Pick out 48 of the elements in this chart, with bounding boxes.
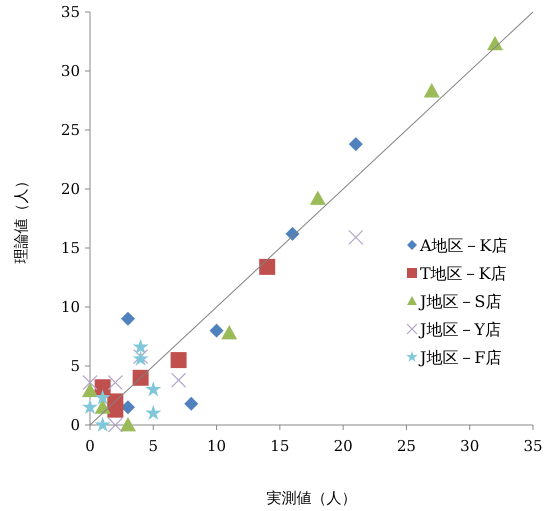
- y-tick-label: 5: [70, 357, 80, 375]
- point: [82, 382, 98, 398]
- point: [487, 36, 504, 50]
- x-axis-title: 実測値（人）: [266, 489, 356, 507]
- point: [259, 258, 276, 275]
- legend-label: J地区－S店: [418, 292, 502, 311]
- x-tick-label: 30: [460, 437, 480, 455]
- point: [348, 137, 363, 152]
- y-tick-label: 20: [60, 180, 80, 198]
- y-tick-label: 25: [60, 121, 80, 139]
- y-axis-title: 理論値（人）: [12, 174, 30, 264]
- point: [170, 352, 187, 368]
- point: [108, 417, 123, 433]
- point: [132, 338, 149, 354]
- y-tick-label: 30: [60, 62, 80, 80]
- point: [210, 324, 224, 338]
- point: [132, 370, 149, 386]
- point: [82, 398, 98, 414]
- point: [184, 396, 198, 411]
- point: [145, 381, 162, 396]
- legend-label: J地区－F店: [418, 348, 502, 367]
- legend-label: J地区－Y店: [418, 320, 501, 339]
- point: [108, 374, 123, 390]
- y-tick-label: 0: [70, 416, 80, 434]
- point: [310, 190, 326, 205]
- x-tick-label: 15: [270, 437, 290, 455]
- x-tick-label: 5: [148, 437, 158, 455]
- y-tick-label: 15: [60, 239, 80, 257]
- point: [107, 402, 124, 418]
- y-tick-label: 10: [60, 298, 80, 316]
- x-tick-label: 35: [523, 437, 543, 455]
- point: [82, 374, 98, 390]
- point: [424, 83, 440, 98]
- point: [221, 324, 238, 340]
- point: [171, 372, 186, 388]
- point: [94, 416, 111, 432]
- x-tick-label: 20: [334, 437, 353, 455]
- x-tick-label: 0: [85, 437, 95, 455]
- point: [94, 389, 111, 405]
- point: [145, 404, 162, 420]
- x-tick-label: 10: [207, 437, 226, 455]
- y-tick-label: 35: [60, 3, 80, 21]
- point: [120, 312, 135, 326]
- point: [120, 417, 136, 432]
- point: [348, 230, 364, 245]
- legend-label: A地区－K店: [419, 236, 508, 255]
- x-tick-label: 25: [396, 437, 416, 455]
- legend-label: T地区－K店: [420, 264, 507, 283]
